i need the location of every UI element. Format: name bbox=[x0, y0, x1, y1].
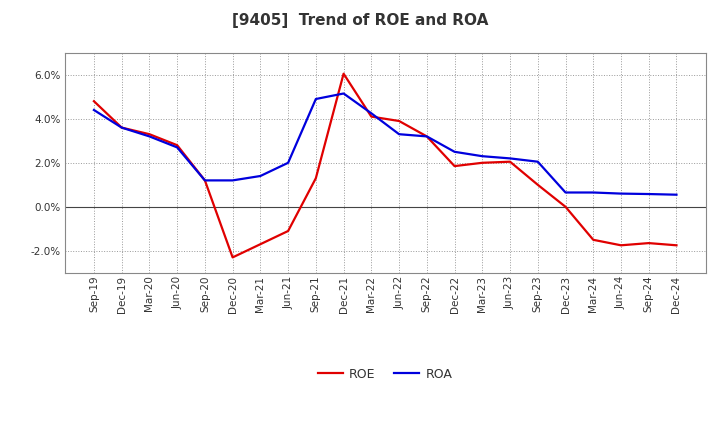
ROA bbox=[395, 132, 403, 137]
ROE bbox=[423, 134, 431, 139]
ROE bbox=[644, 240, 653, 246]
ROA bbox=[644, 191, 653, 197]
ROE bbox=[89, 99, 98, 104]
ROE bbox=[672, 242, 681, 248]
ROE bbox=[534, 182, 542, 187]
ROE bbox=[173, 143, 181, 148]
ROE bbox=[450, 163, 459, 169]
ROA bbox=[478, 154, 487, 159]
ROA bbox=[117, 125, 126, 130]
ROE bbox=[339, 71, 348, 76]
ROE bbox=[228, 255, 237, 260]
ROA bbox=[284, 160, 292, 165]
ROA bbox=[228, 178, 237, 183]
ROA bbox=[589, 190, 598, 195]
Line: ROA: ROA bbox=[94, 93, 677, 194]
ROE bbox=[256, 242, 265, 247]
ROA bbox=[89, 107, 98, 113]
ROE bbox=[201, 178, 210, 183]
ROA bbox=[450, 149, 459, 154]
ROA bbox=[145, 134, 154, 139]
ROE bbox=[312, 176, 320, 181]
ROA bbox=[505, 156, 514, 161]
ROE bbox=[505, 159, 514, 164]
ROA bbox=[256, 173, 265, 179]
ROE bbox=[589, 237, 598, 242]
ROE bbox=[117, 125, 126, 130]
Legend: ROE, ROA: ROE, ROA bbox=[313, 363, 457, 385]
ROE bbox=[145, 132, 154, 137]
ROA bbox=[312, 96, 320, 102]
ROE bbox=[367, 114, 376, 119]
ROA bbox=[173, 145, 181, 150]
ROA bbox=[672, 192, 681, 197]
ROA bbox=[534, 159, 542, 164]
ROE bbox=[616, 242, 625, 248]
ROA bbox=[561, 190, 570, 195]
ROE bbox=[395, 118, 403, 124]
ROA bbox=[201, 178, 210, 183]
ROA bbox=[367, 110, 376, 116]
Line: ROE: ROE bbox=[94, 73, 677, 257]
ROE bbox=[284, 228, 292, 234]
ROE bbox=[561, 204, 570, 209]
ROA bbox=[616, 191, 625, 196]
Text: [9405]  Trend of ROE and ROA: [9405] Trend of ROE and ROA bbox=[232, 13, 488, 28]
ROA bbox=[339, 91, 348, 96]
ROE bbox=[478, 160, 487, 165]
ROA bbox=[423, 134, 431, 139]
